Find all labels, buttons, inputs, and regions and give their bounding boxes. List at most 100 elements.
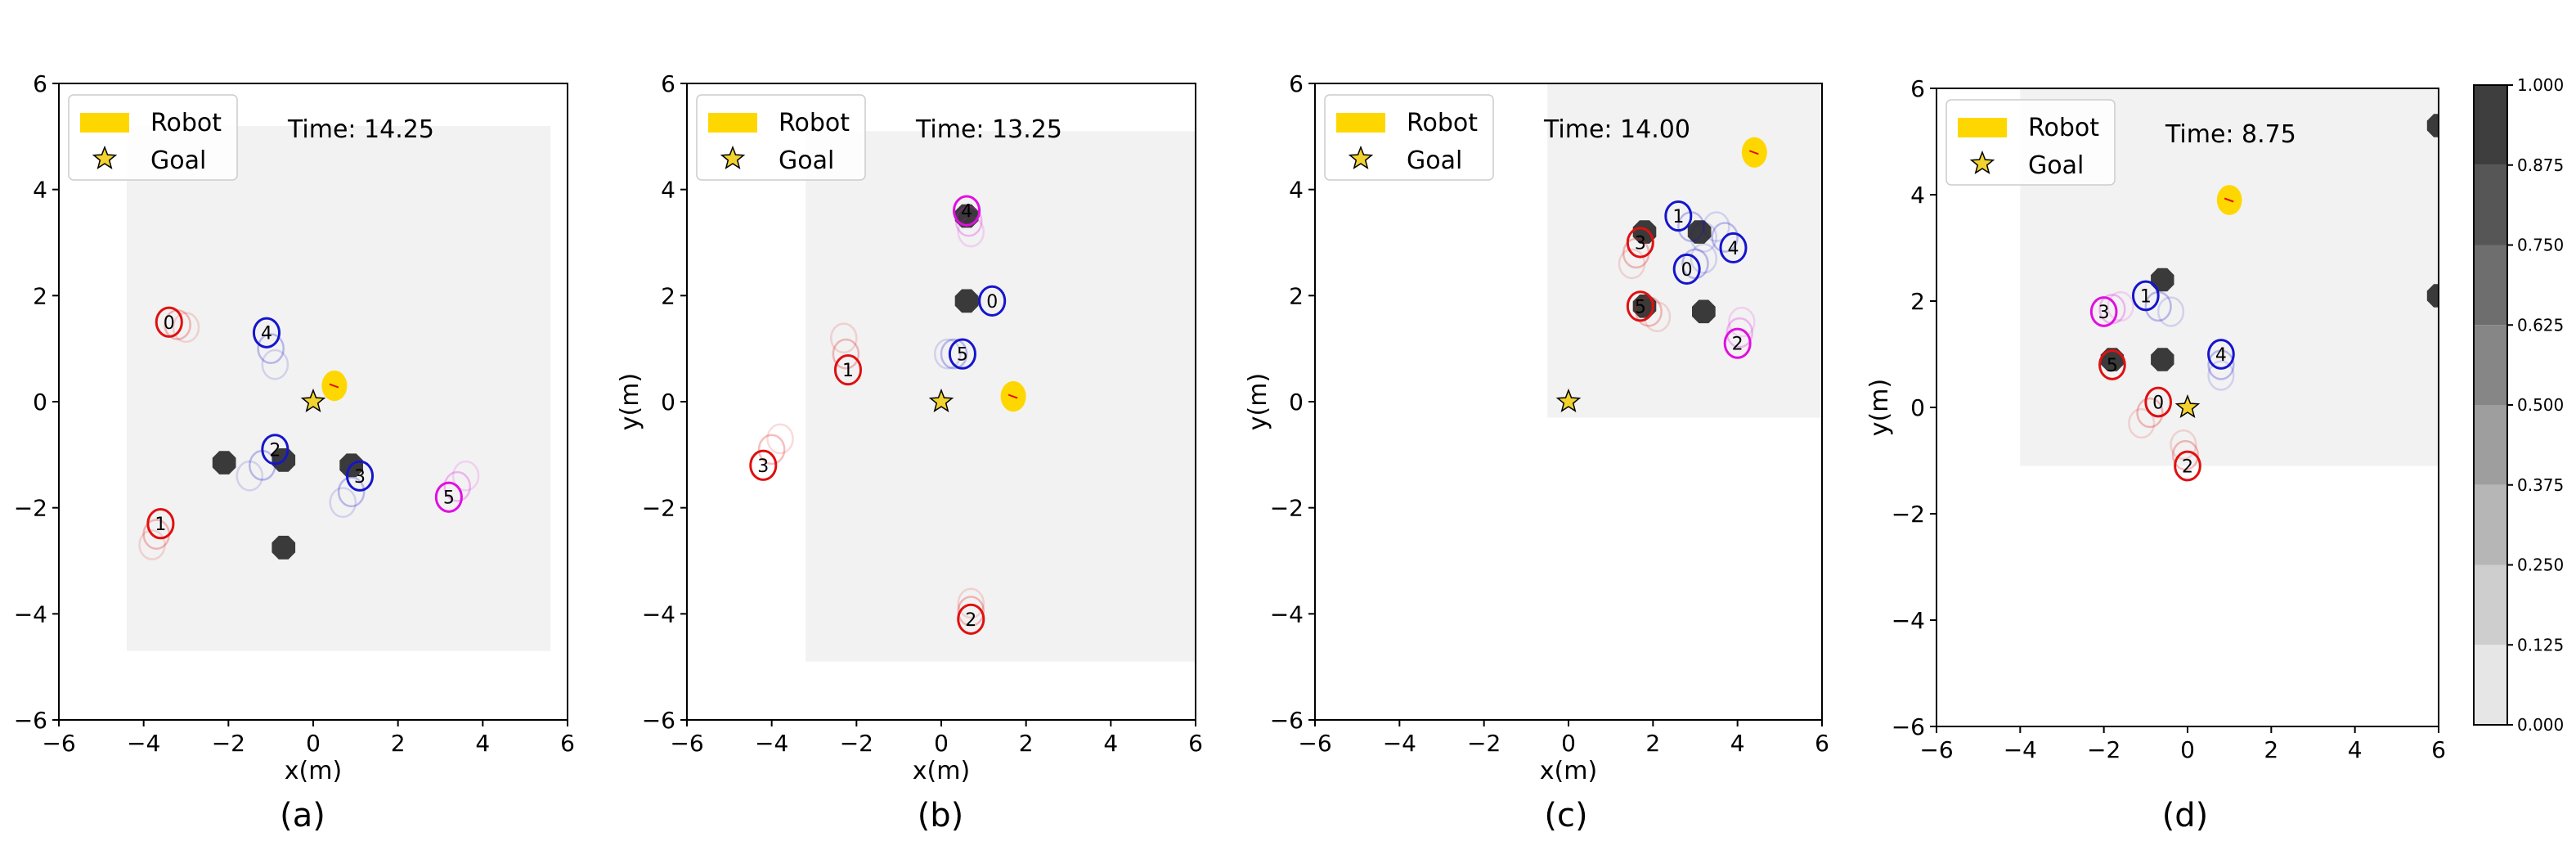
human-5-trail	[451, 460, 480, 492]
y-tick-label: 2	[1910, 288, 1925, 315]
human-4-marker	[252, 317, 281, 349]
human-1-trail	[1690, 222, 1718, 253]
x-tick-label: −6	[1919, 736, 1953, 763]
human-1-marker	[2131, 280, 2160, 312]
human-3-trail	[1618, 248, 1646, 280]
x-tick-label: 2	[1019, 730, 1034, 757]
human-2-label: 2	[2182, 457, 2193, 478]
colorbar-tick-label: 1.000	[2517, 75, 2564, 95]
x-tick-label: 4	[2348, 736, 2363, 763]
human-3-trail	[757, 434, 786, 465]
obstacle-1	[954, 204, 979, 228]
human-5-trail	[940, 338, 968, 370]
human-3-label: 3	[1635, 234, 1646, 254]
goal-marker	[1555, 388, 1582, 412]
time-readout: Time: 14.00	[1543, 115, 1690, 144]
human-4-trail	[261, 349, 289, 380]
human-0-marker	[1672, 253, 1701, 285]
human-2-trail	[1726, 317, 1753, 349]
obstacle-2	[954, 289, 979, 313]
human-5-marker	[434, 481, 463, 513]
human-3-label: 3	[2098, 303, 2110, 323]
legend-goal-star	[1348, 145, 1374, 169]
y-tick-label: −4	[1270, 600, 1304, 627]
human-0-label: 0	[164, 313, 175, 334]
x-tick-label: 0	[306, 730, 321, 757]
time-readout: Time: 14.25	[287, 115, 434, 144]
x-tick-label: −6	[1298, 730, 1331, 757]
y-tick-label: 4	[661, 177, 675, 204]
legend-robot-label: Robot	[150, 109, 222, 137]
y-tick-label: 6	[1289, 70, 1304, 97]
human-2-trail	[1728, 306, 1756, 338]
panel-label: (b)	[918, 797, 964, 834]
human-4-trail	[2207, 360, 2235, 391]
colorbar-band	[2474, 325, 2507, 405]
human-2-trail	[957, 587, 985, 619]
human-5-trail	[933, 338, 962, 370]
x-tick-label: 4	[1730, 730, 1745, 757]
x-tick-label: −2	[840, 730, 873, 757]
human-2-trail	[236, 460, 264, 492]
plot-area: 4 0 5 1 3 2	[749, 131, 1196, 662]
human-5-trail	[1643, 301, 1672, 333]
human-4-marker	[1719, 232, 1748, 264]
human-3-marker	[749, 449, 778, 481]
human-1-marker	[1664, 200, 1693, 232]
colorbar-band	[2474, 245, 2507, 326]
x-tick-label: 4	[1103, 730, 1118, 757]
human-2-marker	[261, 434, 289, 465]
y-tick-label: 4	[1289, 177, 1304, 204]
y-tick-label: −4	[14, 600, 47, 627]
y-tick-label: 0	[33, 389, 47, 416]
human-3-label: 3	[757, 456, 769, 477]
colorbar-band	[2474, 564, 2507, 645]
human-4-trail	[1711, 222, 1739, 253]
x-tick-label: −6	[670, 730, 703, 757]
obstacle-2	[1687, 220, 1712, 244]
legend-goal-label: Goal	[1407, 146, 1462, 175]
y-tick-label: −2	[14, 495, 47, 522]
y-tick-label: 4	[33, 177, 47, 204]
human-2-marker	[957, 603, 985, 635]
obstacle-2	[212, 451, 236, 474]
x-tick-label: 2	[2264, 736, 2278, 763]
x-tick-label: 0	[1561, 730, 1576, 757]
legend-robot-label: Robot	[1407, 109, 1478, 137]
legend-robot-swatch	[80, 113, 129, 133]
human-2-trail	[2170, 429, 2197, 461]
y-axis-label: y(m)	[1244, 373, 1272, 430]
y-axis-label: y(m)	[616, 373, 644, 430]
robot-heading	[329, 383, 339, 389]
human-1-label: 1	[2140, 287, 2152, 308]
human-3-trail	[337, 476, 366, 508]
colorbar: 1.000 0.875 0.750 0.625 0.500 0.375 0.250 0.125…	[2473, 75, 2564, 735]
legend-goal-label: Goal	[150, 146, 206, 175]
panel-label: (a)	[280, 797, 325, 834]
human-2-marker	[2174, 450, 2201, 482]
human-3-marker	[345, 460, 375, 492]
human-1-marker	[833, 353, 863, 386]
robot-heading	[1748, 150, 1759, 155]
human-1-label: 1	[1672, 207, 1684, 227]
map-region	[806, 131, 1196, 662]
human-3-label: 3	[354, 467, 366, 488]
colorbar-tick-label: 0.500	[2517, 395, 2564, 415]
x-axis-label: x(m)	[913, 757, 970, 785]
x-tick-label: 6	[1815, 730, 1829, 757]
human-3-marker	[1626, 227, 1654, 259]
panel-label: (c)	[1544, 797, 1587, 834]
obstacle-2	[2100, 348, 2125, 371]
y-tick-label: 0	[1910, 394, 1925, 421]
legend-goal-star	[92, 145, 118, 169]
y-tick-label: 6	[33, 70, 47, 97]
chart-panel-4: 1 3 5 0 4 2 −6−6 −4 −4 −2 −2 0 0 2 2 4 4 6 6 y(m) Robot Goal T…	[1865, 75, 2446, 834]
obstacle-3	[2151, 348, 2174, 371]
x-axis-label: x(m)	[1540, 757, 1597, 785]
x-axis-label: x(m)	[285, 757, 342, 785]
time-readout: Time: 13.25	[915, 115, 1062, 144]
human-5-marker	[1626, 290, 1654, 322]
legend-robot-swatch	[1336, 113, 1385, 133]
human-1-label: 1	[155, 515, 166, 535]
